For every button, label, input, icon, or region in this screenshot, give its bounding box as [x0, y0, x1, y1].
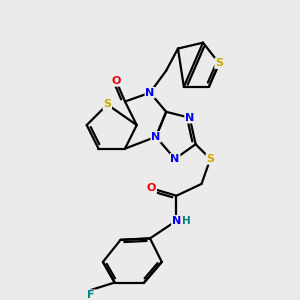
Text: N: N [170, 154, 180, 164]
Text: N: N [185, 113, 194, 123]
Text: N: N [151, 132, 160, 142]
Text: O: O [147, 183, 156, 194]
Text: F: F [87, 290, 95, 300]
Text: S: S [206, 154, 214, 164]
Text: O: O [112, 76, 121, 86]
Text: N: N [172, 216, 181, 226]
Text: H: H [182, 216, 191, 226]
Text: S: S [215, 58, 223, 68]
Text: S: S [103, 100, 111, 110]
Text: N: N [146, 88, 154, 98]
